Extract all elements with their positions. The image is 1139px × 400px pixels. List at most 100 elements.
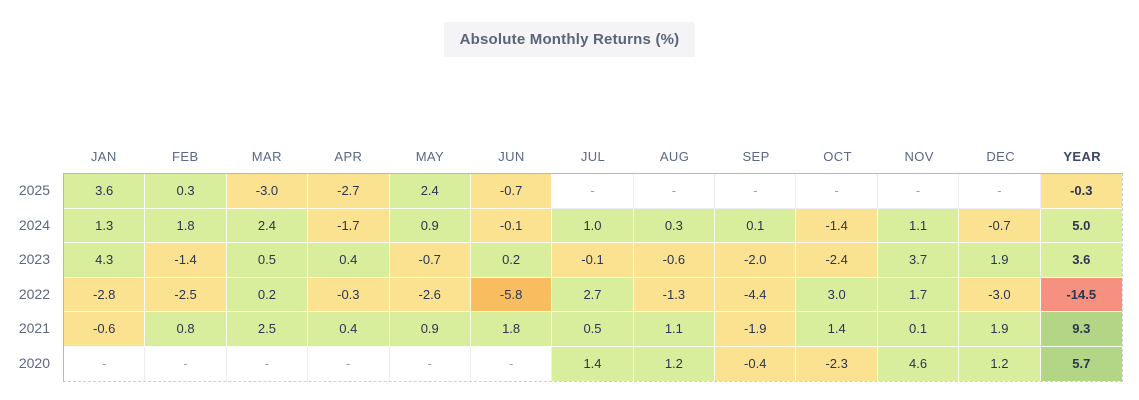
return-cell: 0.9 (389, 312, 471, 347)
return-cell: - (308, 346, 390, 381)
return-cell: 1.1 (633, 312, 716, 347)
return-cell: 3.6 (1040, 243, 1122, 278)
return-cell: -1.4 (796, 208, 878, 243)
return-cell: 1.4 (796, 312, 878, 347)
row-label-2025: 2025 (18, 182, 50, 199)
return-cell: -0.7 (959, 208, 1041, 243)
return-cell: 0.2 (470, 243, 553, 278)
return-cell: - (226, 346, 309, 381)
return-cell: 1.9 (959, 243, 1041, 278)
return-cell: - (715, 174, 797, 209)
return-cell: 0.3 (145, 174, 227, 209)
return-cell: -2.4 (796, 243, 878, 278)
column-header-jan: JAN (90, 149, 117, 164)
return-cell: -0.1 (470, 208, 553, 243)
return-cell: 5.7 (1040, 346, 1122, 381)
return-cell: 0.3 (633, 208, 716, 243)
column-header-jul: JUL (580, 149, 606, 164)
return-cell: -0.3 (1040, 174, 1122, 209)
return-cell: 0.5 (226, 243, 309, 278)
return-cell: -3.0 (959, 277, 1041, 312)
return-cell: -1.4 (145, 243, 227, 278)
return-cell: -0.7 (389, 243, 471, 278)
return-cell: 3.7 (877, 243, 960, 278)
column-header-apr: APR (334, 149, 363, 164)
column-header-oct: OCT (823, 149, 852, 164)
row-label-2023: 2023 (18, 251, 50, 268)
column-header-nov: NOV (904, 149, 934, 164)
return-cell: 2.5 (226, 312, 309, 347)
return-cell: -3.0 (226, 174, 309, 209)
return-cell: -0.1 (552, 243, 634, 278)
returns-heatmap: 2025 2024 2023 2022 2021 2020 JAN FEB MAR APR MAY… (0, 140, 1123, 382)
return-cell: 5.0 (1040, 208, 1122, 243)
return-cell: 0.4 (308, 312, 390, 347)
return-cell: -0.6 (64, 312, 146, 347)
return-cell: - (552, 174, 634, 209)
return-cell: 2.4 (389, 174, 471, 209)
return-cell: 4.6 (877, 346, 960, 381)
return-cell: -2.3 (796, 346, 878, 381)
column-header-feb: FEB (172, 149, 199, 164)
return-cell: - (877, 174, 960, 209)
return-cell: 1.8 (470, 312, 553, 347)
return-cell: -2.8 (64, 277, 146, 312)
header-spacer (0, 140, 63, 173)
heatmap-data-column: JAN FEB MAR APR MAY JUN JUL AUG SEP OCT NOV DEC YEAR… (63, 140, 1123, 382)
return-cell: 0.1 (877, 312, 960, 347)
return-cell: 1.0 (552, 208, 634, 243)
return-cell: 3.0 (796, 277, 878, 312)
return-cell: 1.1 (877, 208, 960, 243)
return-cell: - (145, 346, 227, 381)
return-cell: - (959, 174, 1041, 209)
year-label-column: 2025 2024 2023 2022 2021 2020 (0, 140, 63, 382)
column-header-year: YEAR (1063, 149, 1102, 164)
return-cell: -2.5 (145, 277, 227, 312)
return-cell: - (389, 346, 471, 381)
return-cell: -2.7 (308, 174, 390, 209)
return-cell: 1.9 (959, 312, 1041, 347)
return-cell: - (470, 346, 553, 381)
column-header-aug: AUG (659, 149, 690, 164)
column-header-mar: MAR (251, 149, 282, 164)
row-label-2020: 2020 (18, 354, 50, 371)
return-cell: 0.2 (226, 277, 309, 312)
return-cell: 1.4 (552, 346, 634, 381)
chart-title: Absolute Monthly Returns (%) (443, 22, 696, 57)
column-header-sep: SEP (742, 149, 770, 164)
return-cell: 0.8 (145, 312, 227, 347)
row-label-2022: 2022 (18, 285, 50, 302)
row-label-2021: 2021 (18, 320, 50, 337)
return-cell: 0.4 (308, 243, 390, 278)
return-cell: 1.2 (633, 346, 716, 381)
row-label-2024: 2024 (18, 216, 50, 233)
return-cell: 1.3 (64, 208, 146, 243)
return-cell: 3.6 (64, 174, 146, 209)
return-cell: 2.7 (552, 277, 634, 312)
month-header-row: JAN FEB MAR APR MAY JUN JUL AUG SEP OCT NOV DEC YEAR (63, 140, 1123, 173)
return-cell: 1.8 (145, 208, 227, 243)
return-cell: 4.3 (64, 243, 146, 278)
return-cell: - (633, 174, 716, 209)
return-cell: 2.4 (226, 208, 309, 243)
title-row: Absolute Monthly Returns (%) (0, 0, 1139, 57)
return-cell: 1.7 (877, 277, 960, 312)
return-cell: -14.5 (1040, 277, 1122, 312)
return-cell: -0.3 (308, 277, 390, 312)
column-header-jun: JUN (498, 149, 525, 164)
return-cell: -1.9 (715, 312, 797, 347)
return-cell: -1.3 (633, 277, 716, 312)
return-cell: -4.4 (715, 277, 797, 312)
return-cell: -5.8 (470, 277, 553, 312)
return-cell: -0.4 (715, 346, 797, 381)
return-cell: - (796, 174, 878, 209)
return-cell: -1.7 (308, 208, 390, 243)
return-cell: 0.9 (389, 208, 471, 243)
return-cell: - (64, 346, 146, 381)
return-cell: -2.6 (389, 277, 471, 312)
return-cell: -2.0 (715, 243, 797, 278)
column-header-dec: DEC (986, 149, 1016, 164)
return-cell: 9.3 (1040, 312, 1122, 347)
return-cell: 1.2 (959, 346, 1041, 381)
